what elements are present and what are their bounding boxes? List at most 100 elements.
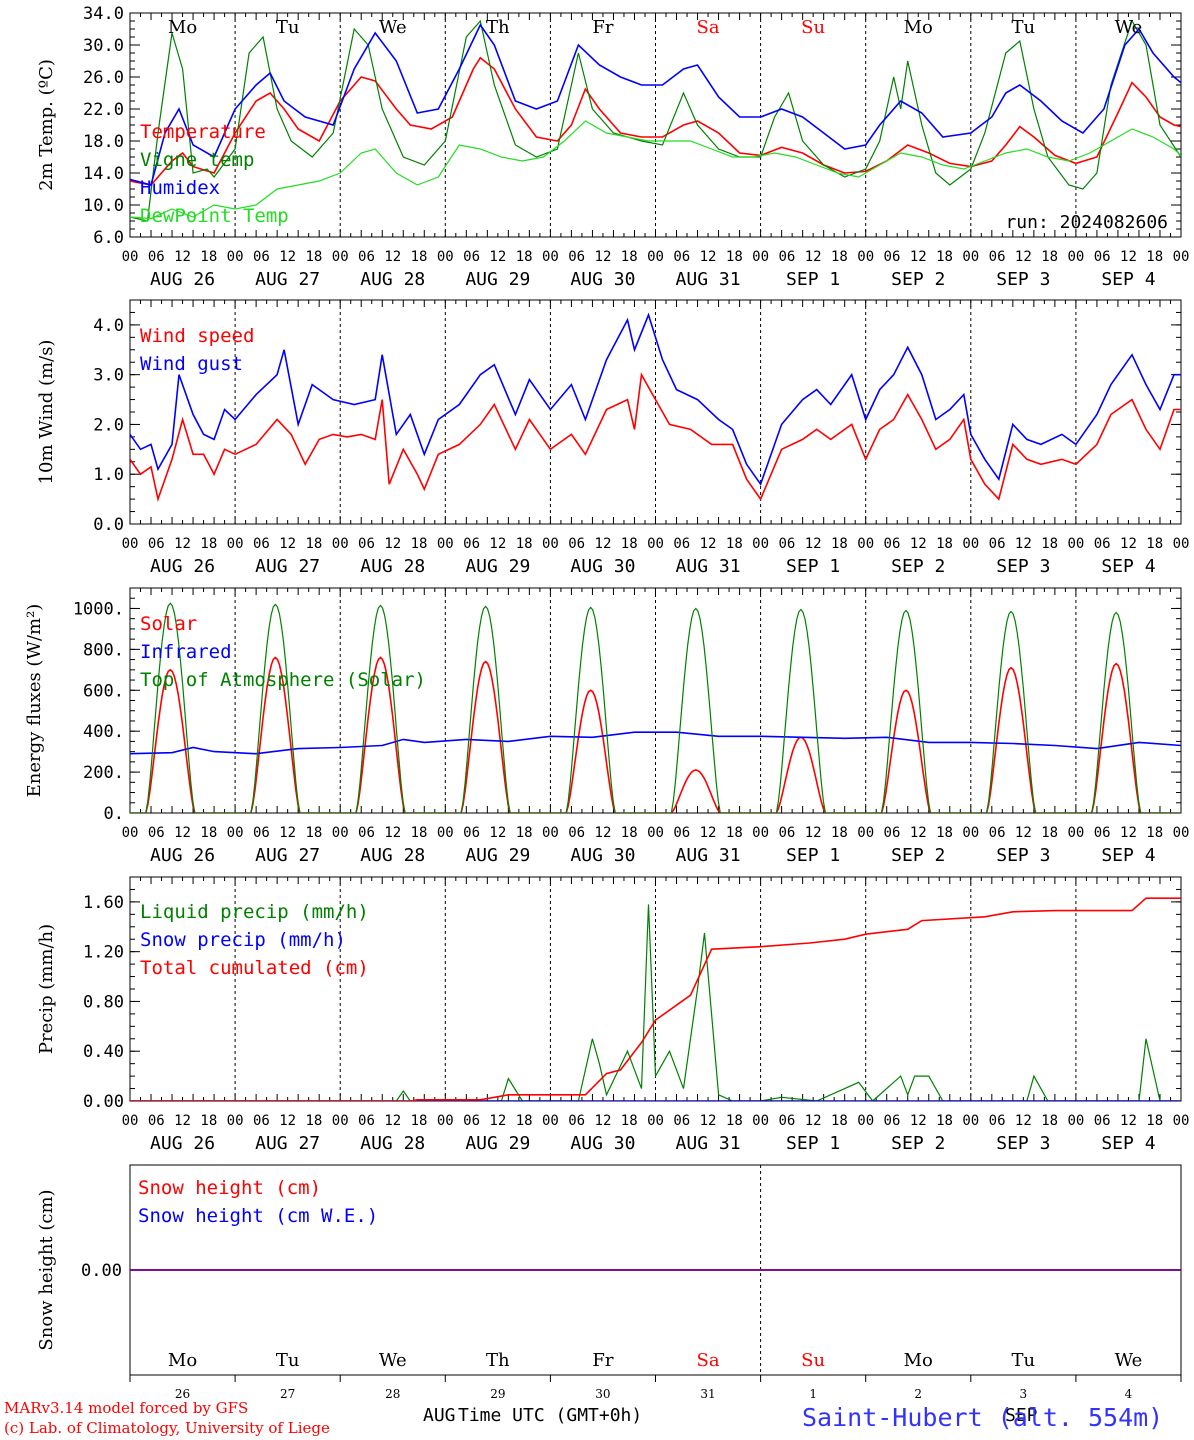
hour-tick-label: 12: [805, 536, 822, 552]
day-names-bottom: Mo 26 Tu 27 We 28 Th 29 Fr 30 Sa 31 Su 1 Mo 2 Tu 3 We 4: [129, 1350, 1182, 1401]
hour-tick-label: 00: [962, 536, 979, 552]
hour-tick-label: 06: [778, 1113, 795, 1129]
hour-tick-label: 18: [936, 1113, 953, 1129]
hour-tick-label: 00: [752, 536, 769, 552]
day-label: SEP 4: [1101, 845, 1155, 866]
hour-tick-label: 12: [174, 1113, 191, 1129]
day-name: Fr: [592, 1350, 613, 1371]
hour-tick-label: 12: [595, 249, 612, 265]
day-label: AUG 27: [255, 269, 320, 290]
hour-tick-label: 06: [568, 536, 585, 552]
y-tick-label: 1000.: [73, 599, 124, 619]
legend-entry: Temperature: [140, 121, 266, 143]
day-name: Mo: [904, 17, 933, 38]
hour-tick-label: 06: [463, 536, 480, 552]
month-right-label: SEP: [1005, 1405, 1038, 1426]
day-number: 28: [385, 1387, 400, 1401]
hour-tick-label: 06: [884, 1113, 901, 1129]
legend-entry: Top of Atmosphere (Solar): [140, 669, 426, 691]
hour-tick-label: 06: [884, 249, 901, 265]
y-tick-label: 0.00: [83, 1092, 124, 1112]
hour-tick-label: 12: [1015, 249, 1032, 265]
hour-tick-label: 12: [910, 249, 927, 265]
series-line-total-cumulated-cm-: [130, 897, 1181, 1101]
day-label: AUG 27: [255, 556, 320, 577]
day-name: Sa: [697, 17, 720, 38]
day-name: Th: [486, 1350, 510, 1371]
hour-tick-label: 18: [305, 536, 322, 552]
y-axis-label: 2m Temp. (ºC): [36, 59, 57, 191]
hour-tick-label: 00: [752, 1113, 769, 1129]
hour-tick-label: 06: [358, 1113, 375, 1129]
y-axis-label: Energy fluxes (W/m²): [24, 604, 45, 798]
hour-tick-label: 06: [673, 536, 690, 552]
hour-tick-label: 12: [910, 825, 927, 841]
hour-tick-label: 00: [857, 249, 874, 265]
legend-entry: Liquid precip (mm/h): [140, 901, 369, 923]
panel-3: 0. 200. 400. 600. 800. 1000. Energy fluxes (W/…: [24, 587, 1189, 866]
y-tick-label: 0.40: [83, 1042, 124, 1062]
hour-tick-label: 12: [489, 1113, 506, 1129]
hour-tick-label: 18: [200, 249, 217, 265]
hour-tick-label: 00: [542, 825, 559, 841]
y-tick-label: 3.0: [93, 366, 124, 386]
hour-tick-label: 00: [1067, 249, 1084, 265]
hour-tick-label: 12: [1120, 536, 1137, 552]
y-tick-label: 26.0: [83, 68, 124, 88]
hour-tick-label: 18: [936, 536, 953, 552]
hour-tick-label: 18: [516, 825, 533, 841]
day-number: 27: [280, 1387, 295, 1401]
hour-tick-label: 18: [411, 249, 428, 265]
series-group: [130, 602, 1181, 813]
day-name: We: [1115, 1350, 1143, 1371]
day-label: SEP 3: [996, 845, 1050, 866]
day-label: SEP 1: [786, 269, 840, 290]
day-label: SEP 4: [1101, 269, 1155, 290]
hour-tick-label: 12: [700, 1113, 717, 1129]
hour-tick-label: 18: [831, 1113, 848, 1129]
hour-tick-label: 12: [805, 825, 822, 841]
hour-tick-label: 00: [437, 825, 454, 841]
hour-tick-label: 12: [595, 536, 612, 552]
hour-tick-label: 00: [542, 536, 559, 552]
day-name: Mo: [168, 17, 197, 38]
hour-tick-label: 06: [253, 536, 270, 552]
y-tick-label: 0.: [104, 804, 124, 824]
hour-tick-label: 18: [726, 249, 743, 265]
run-label: run: 2024082606: [1005, 212, 1168, 233]
hour-tick-label: 06: [148, 249, 165, 265]
hour-tick-label: 00: [227, 825, 244, 841]
day-label: AUG 30: [570, 556, 635, 577]
hour-tick-label: 18: [411, 1113, 428, 1129]
hour-tick-label: 00: [962, 825, 979, 841]
panel-frame: [129, 299, 1182, 525]
y-tick-label: 1.0: [93, 465, 124, 485]
hour-tick-label: 00: [122, 536, 139, 552]
day-number: 3: [1020, 1387, 1028, 1401]
hour-tick-label: 18: [1041, 1113, 1058, 1129]
day-name: Su: [801, 1350, 825, 1371]
hour-tick-label: 00: [1173, 1113, 1190, 1129]
day-name: Tu: [1012, 1350, 1036, 1371]
hour-tick-label: 00: [857, 825, 874, 841]
day-label: AUG 29: [465, 1133, 530, 1154]
y-tick-label: 0.80: [83, 992, 124, 1012]
hour-tick-label: 06: [463, 825, 480, 841]
y-tick-label: 600.: [83, 681, 124, 701]
hour-tick-label: 00: [542, 249, 559, 265]
hour-tick-label: 18: [1041, 825, 1058, 841]
legend-entry: Humidex: [140, 177, 220, 199]
hour-tick-label: 06: [148, 536, 165, 552]
day-label: AUG 29: [465, 845, 530, 866]
hour-tick-label: 00: [332, 536, 349, 552]
hour-tick-label: 18: [1041, 249, 1058, 265]
series-line-top-of-atmosphere-solar-: [130, 602, 1181, 813]
y-tick-label: 34.0: [83, 4, 124, 24]
hour-tick-label: 00: [437, 536, 454, 552]
day-name: Su: [801, 17, 825, 38]
hour-tick-label: 00: [1067, 1113, 1084, 1129]
hour-tick-label: 00: [752, 825, 769, 841]
day-label: AUG 28: [360, 845, 425, 866]
hour-tick-label: 06: [1094, 249, 1111, 265]
y-tick-label: 400.: [83, 722, 124, 742]
